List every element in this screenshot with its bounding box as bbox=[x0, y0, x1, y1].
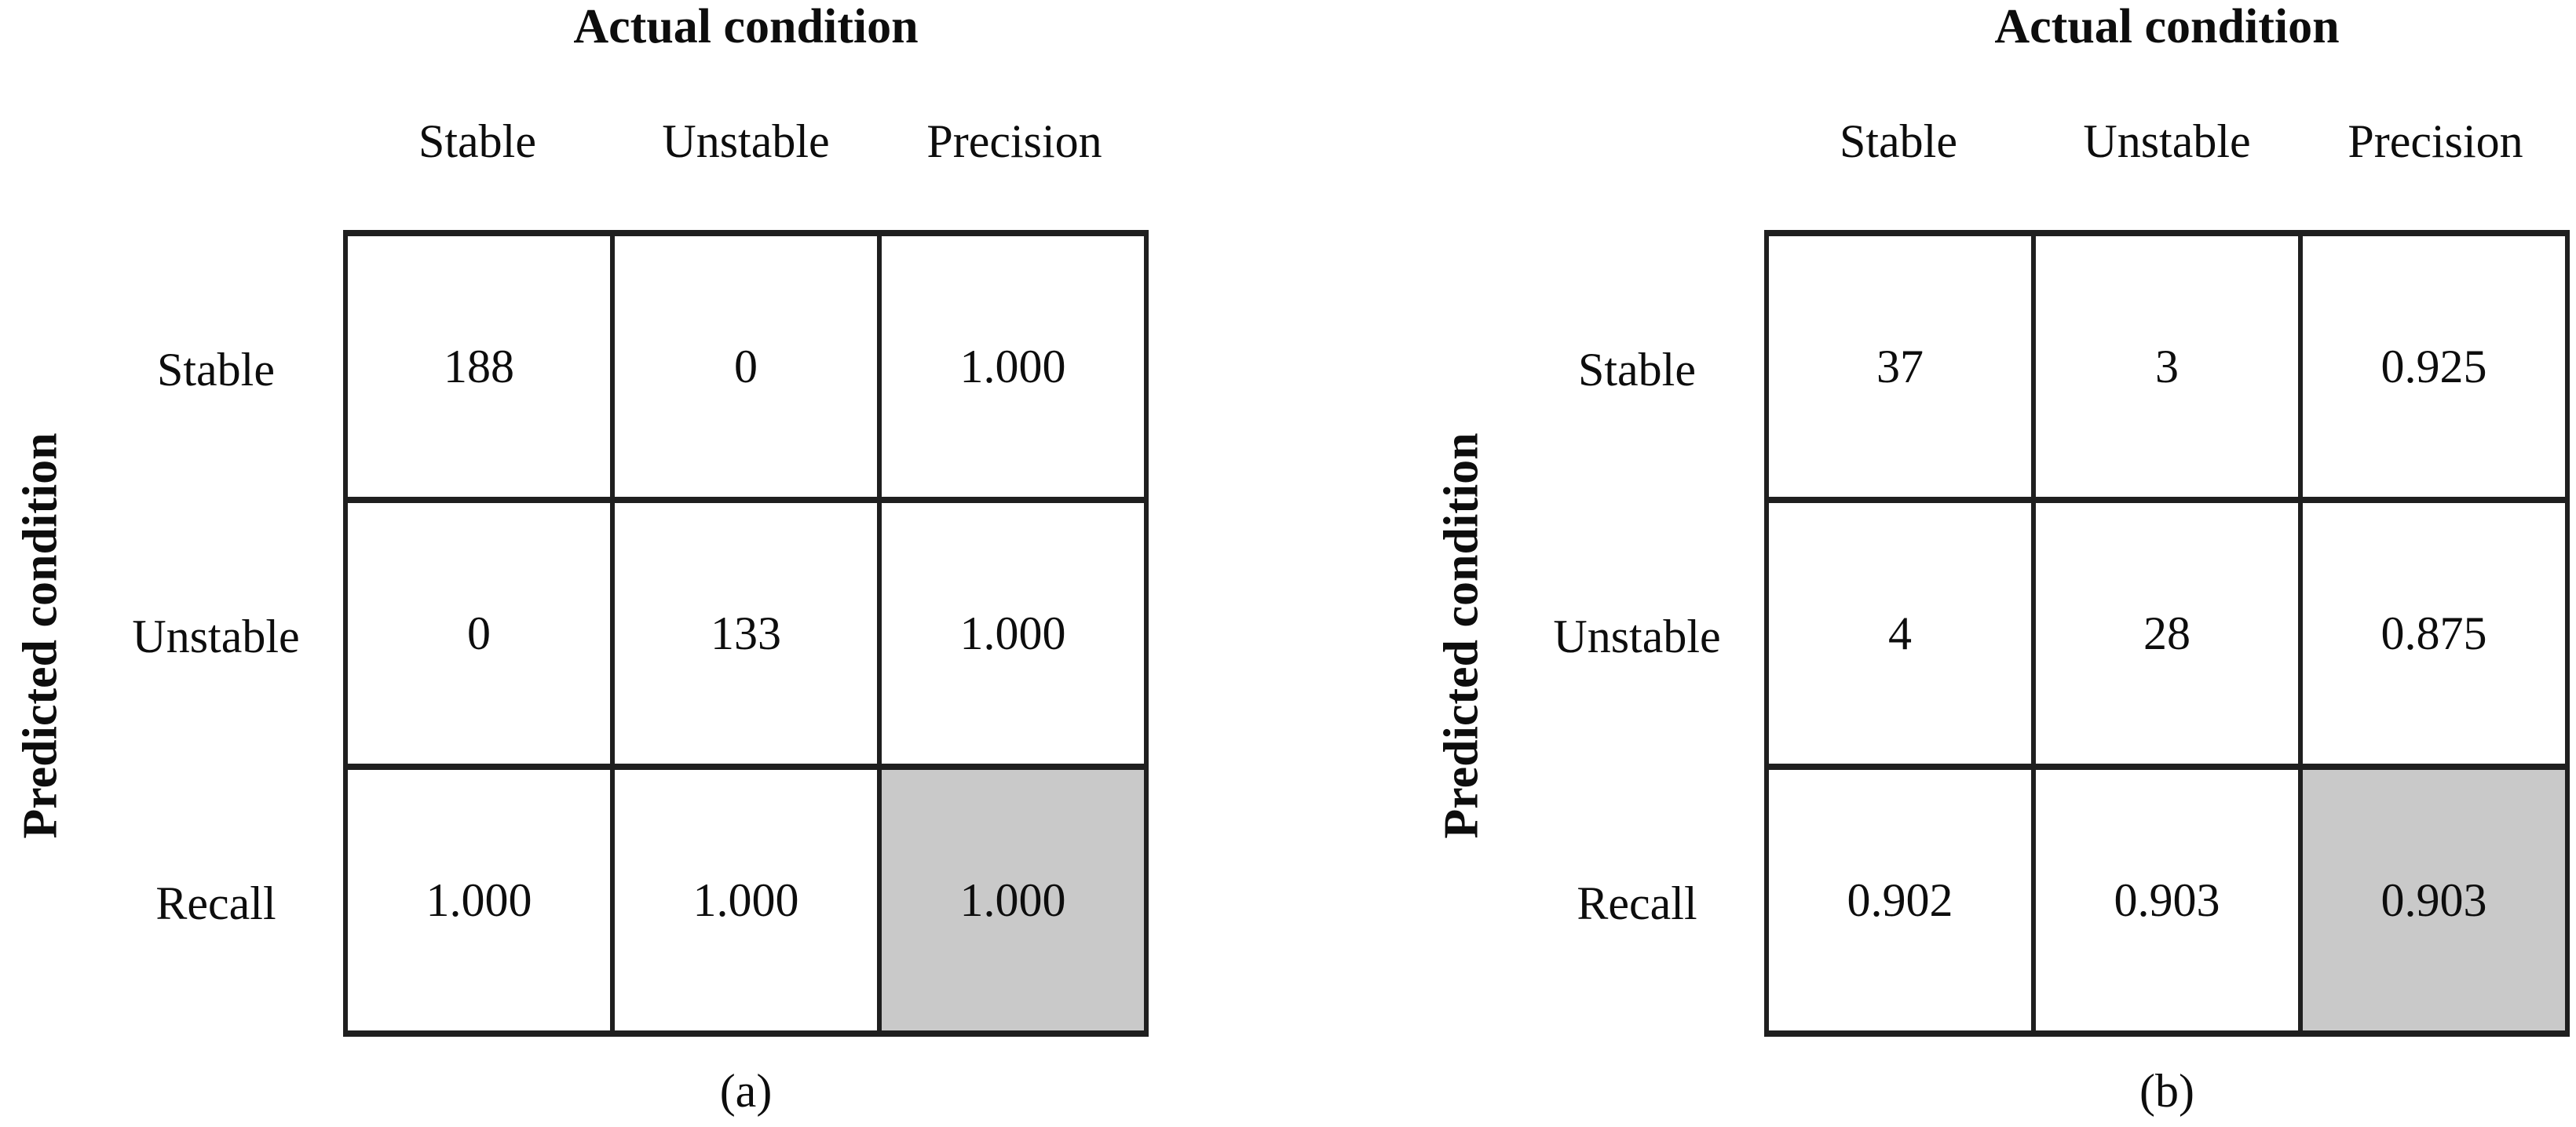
precision-cell: 1.000 bbox=[882, 503, 1149, 770]
actual-condition-title: Actual condition bbox=[1994, 0, 2340, 53]
row-header-recall: Recall bbox=[1577, 877, 1697, 929]
overall-score-cell: 0.903 bbox=[2303, 770, 2570, 1037]
matrix-cell: 0 bbox=[348, 503, 615, 770]
matrix-cell: 3 bbox=[2036, 236, 2303, 503]
subfigure-caption-a: (a) bbox=[719, 1065, 773, 1117]
recall-cell: 1.000 bbox=[615, 770, 882, 1037]
matrix-cell: 133 bbox=[615, 503, 882, 770]
column-headers: Stable Unstable Precision bbox=[1764, 110, 2570, 173]
matrix-cell: 28 bbox=[2036, 503, 2303, 770]
matrix-cell: 4 bbox=[1769, 503, 2036, 770]
subfigure-caption-b: (b) bbox=[2139, 1065, 2194, 1117]
row-header-unstable: Unstable bbox=[1553, 610, 1721, 662]
recall-cell: 1.000 bbox=[348, 770, 615, 1037]
column-header-unstable: Unstable bbox=[2083, 115, 2251, 167]
predicted-condition-label: Predicted condition bbox=[13, 432, 68, 839]
row-header-stable: Stable bbox=[1578, 343, 1696, 396]
recall-cell: 0.903 bbox=[2036, 770, 2303, 1037]
matrix-grid: 188 0 1.000 0 133 1.000 1.000 1.000 1.00… bbox=[343, 230, 1149, 1037]
matrix-grid: 37 3 0.925 4 28 0.875 0.902 0.903 0.903 bbox=[1764, 230, 2570, 1037]
actual-condition-title: Actual condition bbox=[573, 0, 919, 53]
confusion-matrix-panel-a: Actual condition Stable Unstable Precisi… bbox=[0, 0, 1155, 1127]
overall-score-cell: 1.000 bbox=[882, 770, 1149, 1037]
precision-cell: 0.925 bbox=[2303, 236, 2570, 503]
row-headers: Stable Unstable Recall bbox=[86, 236, 345, 1037]
column-header-precision: Precision bbox=[2348, 115, 2523, 167]
matrix-cell: 188 bbox=[348, 236, 615, 503]
row-header-unstable: Unstable bbox=[132, 610, 300, 662]
precision-cell: 0.875 bbox=[2303, 503, 2570, 770]
matrix-cell: 0 bbox=[615, 236, 882, 503]
row-header-stable: Stable bbox=[157, 343, 275, 396]
column-header-unstable: Unstable bbox=[662, 115, 830, 167]
confusion-matrix-panel-b: Actual condition Stable Unstable Precisi… bbox=[1421, 0, 2576, 1127]
row-header-recall: Recall bbox=[155, 877, 276, 929]
predicted-condition-label: Predicted condition bbox=[1434, 432, 1489, 839]
precision-cell: 1.000 bbox=[882, 236, 1149, 503]
column-header-stable: Stable bbox=[1840, 115, 1957, 167]
column-headers: Stable Unstable Precision bbox=[343, 110, 1149, 173]
matrix-cell: 37 bbox=[1769, 236, 2036, 503]
column-header-precision: Precision bbox=[926, 115, 1102, 167]
row-headers: Stable Unstable Recall bbox=[1507, 236, 1767, 1037]
column-header-stable: Stable bbox=[418, 115, 536, 167]
recall-cell: 0.902 bbox=[1769, 770, 2036, 1037]
